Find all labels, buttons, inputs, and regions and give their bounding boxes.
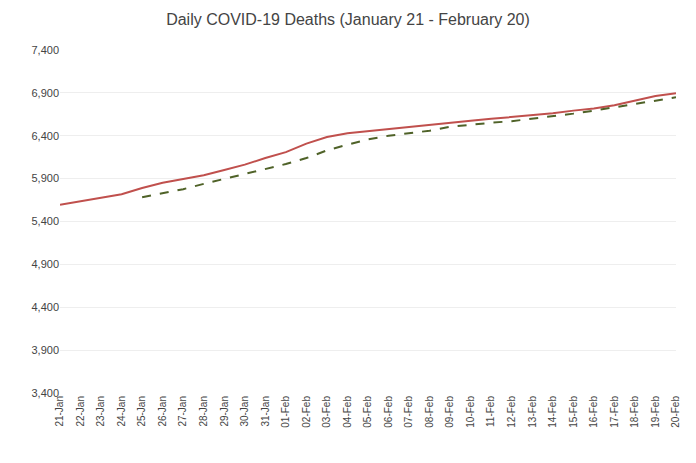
svg-text:11-Feb: 11-Feb [485, 396, 496, 427]
svg-text:27-Jan: 27-Jan [177, 396, 188, 427]
svg-text:03-Feb: 03-Feb [321, 396, 332, 428]
svg-text:09-Feb: 09-Feb [444, 396, 455, 428]
svg-text:14-Feb: 14-Feb [547, 396, 558, 428]
svg-text:07-Feb: 07-Feb [403, 396, 414, 428]
svg-text:26-Jan: 26-Jan [157, 396, 168, 427]
svg-text:16-Feb: 16-Feb [588, 396, 599, 428]
svg-text:17-Feb: 17-Feb [609, 396, 620, 428]
svg-text:12-Feb: 12-Feb [506, 396, 517, 428]
svg-text:4,900: 4,900 [31, 258, 59, 270]
svg-text:6,400: 6,400 [31, 130, 59, 142]
svg-text:22-Jan: 22-Jan [75, 396, 86, 427]
svg-text:20-Feb: 20-Feb [670, 396, 681, 428]
svg-text:29-Jan: 29-Jan [219, 396, 230, 427]
svg-text:18-Feb: 18-Feb [629, 396, 640, 428]
svg-text:3,400: 3,400 [31, 387, 59, 399]
svg-text:02-Feb: 02-Feb [301, 396, 312, 428]
svg-text:04-Feb: 04-Feb [342, 396, 353, 428]
svg-text:7,400: 7,400 [31, 44, 59, 56]
svg-text:Daily COVID-19 Deaths (January: Daily COVID-19 Deaths (January 21 - Febr… [166, 11, 530, 28]
svg-text:25-Jan: 25-Jan [136, 396, 147, 427]
svg-text:5,400: 5,400 [31, 215, 59, 227]
svg-text:13-Feb: 13-Feb [527, 396, 538, 428]
svg-text:24-Jan: 24-Jan [116, 396, 127, 427]
svg-text:10-Feb: 10-Feb [465, 396, 476, 428]
svg-text:19-Feb: 19-Feb [650, 396, 661, 428]
svg-text:21-Jan: 21-Jan [54, 396, 65, 427]
svg-text:05-Feb: 05-Feb [362, 396, 373, 428]
svg-text:08-Feb: 08-Feb [424, 396, 435, 428]
svg-text:06-Feb: 06-Feb [383, 396, 394, 428]
svg-text:4,400: 4,400 [31, 301, 59, 313]
svg-text:6,900: 6,900 [31, 87, 59, 99]
svg-text:31-Jan: 31-Jan [260, 396, 271, 427]
svg-text:5,900: 5,900 [31, 172, 59, 184]
svg-text:3,900: 3,900 [31, 344, 59, 356]
svg-text:15-Feb: 15-Feb [568, 396, 579, 428]
svg-text:30-Jan: 30-Jan [239, 396, 250, 427]
svg-text:23-Jan: 23-Jan [95, 396, 106, 427]
svg-text:28-Jan: 28-Jan [198, 396, 209, 427]
svg-text:01-Feb: 01-Feb [280, 396, 291, 428]
